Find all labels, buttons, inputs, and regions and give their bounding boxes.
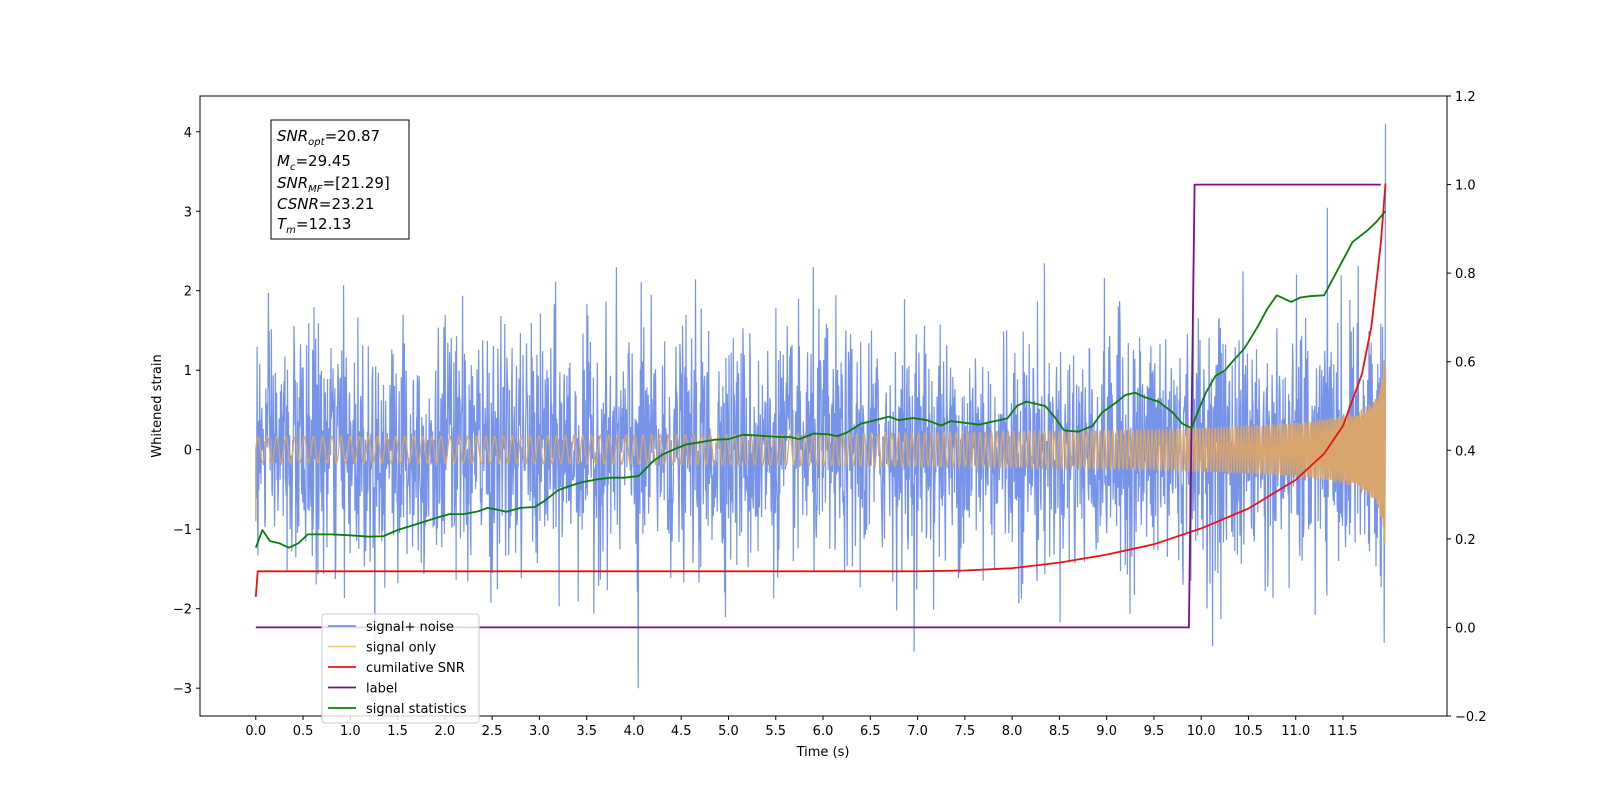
x-tick-label: 8.0 [1002,724,1023,739]
axis-layer: 0.0 0.5 1.0 1.5 2.0 2.5 3.0 3.5 4.0 4.5 5.0 5.5 6.0 6… [173,90,1487,739]
legend-entry: signal+ noise [366,620,454,635]
x-tick-label: 9.5 [1144,724,1165,739]
y-right-tick-label: 0.4 [1455,444,1476,459]
legend: signal+ noise signal only cumilative SNR la… [321,613,480,724]
y-tick-label: 4 [184,126,192,141]
x-tick-label: 0.5 [293,724,314,739]
x-tick-label: 11.5 [1329,724,1358,739]
y-tick-label: −3 [173,682,192,697]
x-tick-label: 3.0 [529,724,550,739]
y-tick-label: 3 [184,205,192,220]
annotation-line: Tm=12.13 [277,215,351,236]
x-tick-label: 6.5 [860,724,881,739]
y-tick-label: −1 [173,523,192,538]
y-tick-label: −2 [173,603,192,618]
y-right-tick-label: 0.0 [1455,621,1476,636]
y-right-tick-label: 1.0 [1455,179,1476,194]
x-tick-label: 7.0 [907,724,928,739]
legend-frame [321,613,480,724]
x-tick-label: 7.5 [954,724,975,739]
x-tick-label: 0.0 [245,724,266,739]
legend-entry: label [366,682,397,697]
x-tick-label: 1.0 [340,724,361,739]
series-cumulative-snr [254,183,1387,597]
x-tick-label: 2.5 [482,724,503,739]
annotation-line: SNRopt=20.87 [277,127,380,148]
annotation-line: SNRMF=[21.29] [277,174,390,195]
y-axis-label: Whitened strain [150,354,165,457]
legend-entry: signal statistics [366,702,467,717]
y-right-tick-label: 1.2 [1455,90,1476,105]
series-layer [254,123,1387,689]
legend-entry: cumilative SNR [366,661,465,676]
x-axis-label: Time (s) [796,745,850,760]
series-signal-statistics [254,210,1387,549]
series-label [255,183,1381,629]
annotation-box: SNRopt=20.87 Mc=29.45SNRMF=[21.29]CSNR=23… [270,119,410,240]
x-tick-label: 4.5 [671,724,692,739]
x-tick-label: 5.0 [718,724,739,739]
x-tick-label: 8.5 [1049,724,1070,739]
x-tick-label: 1.5 [387,724,408,739]
x-tick-label: 4.0 [624,724,645,739]
x-tick-label: 11.0 [1281,724,1310,739]
y-right-tick-label: 0.6 [1455,356,1476,371]
annotation-line: CSNR=23.21 [277,195,374,213]
x-tick-label: 3.5 [576,724,597,739]
legend-entry: signal only [366,641,436,656]
y-right-tick-label: −0.2 [1455,710,1487,725]
x-tick-label: 2.0 [435,724,456,739]
y-right-tick-label: 0.2 [1455,533,1476,548]
x-tick-label: 9.0 [1096,724,1117,739]
annotation-line: Mc=29.45 [277,152,351,173]
annotation-box-frame [270,119,410,240]
x-tick-label: 10.0 [1187,724,1216,739]
y-tick-label: 2 [184,285,192,300]
x-tick-label: 6.0 [813,724,834,739]
y-tick-label: 1 [184,364,192,379]
y-tick-label: 0 [184,444,192,459]
x-tick-label: 10.5 [1234,724,1263,739]
y-right-tick-label: 0.8 [1455,267,1476,282]
series-signal-noise [255,123,1387,689]
x-tick-label: 5.5 [765,724,786,739]
